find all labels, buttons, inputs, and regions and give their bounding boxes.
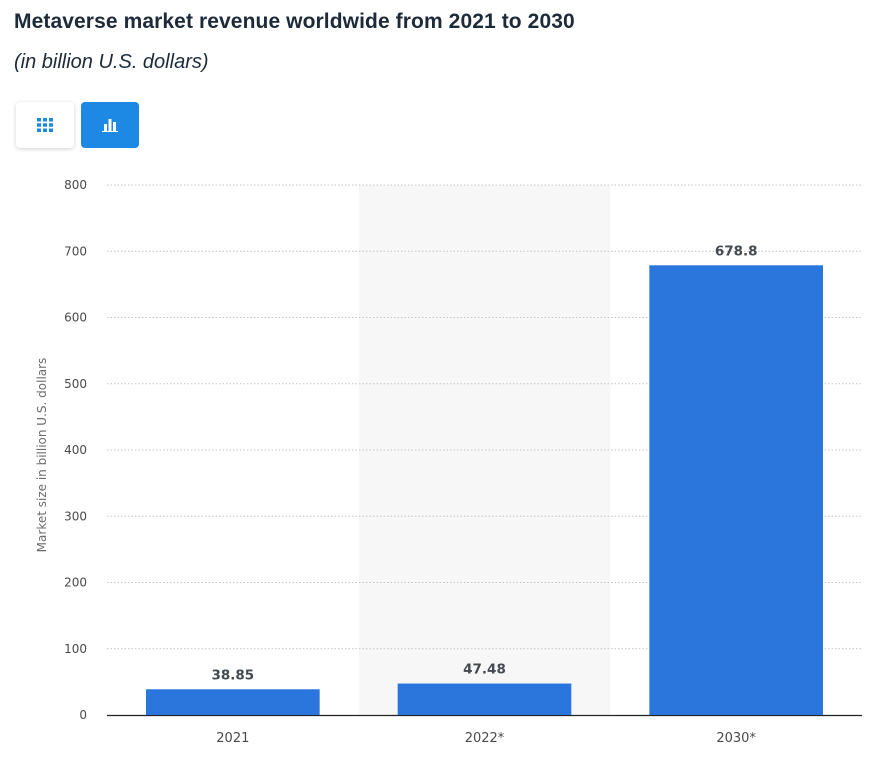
y-tick-label: 700 [64,244,87,258]
y-axis-label: Market size in billion U.S. dollars [35,358,49,553]
x-tick-label: 2022* [465,731,505,746]
bar [649,265,823,715]
bar [397,683,572,715]
y-tick-label: 100 [64,642,87,656]
y-tick-label: 500 [64,377,87,391]
y-tick-label: 800 [64,178,87,192]
y-tick-label: 600 [64,311,87,325]
y-tick-label: 400 [64,443,87,457]
chart-title: Metaverse market revenue worldwide from … [14,10,575,33]
y-tick-label: 0 [79,708,87,722]
highlight-band [358,185,611,715]
x-tick-label: 2021 [216,731,249,746]
x-tick-label: 2030* [716,731,756,746]
y-tick-label: 300 [64,509,87,523]
data-label: 678.8 [715,243,758,259]
y-tick-label: 200 [64,576,87,590]
grid-icon [37,118,53,132]
table-view-button[interactable] [16,102,74,148]
bar-chart-icon [102,119,118,132]
data-label: 47.48 [463,662,506,678]
data-label: 38.85 [211,667,254,683]
chart-subtitle: (in billion U.S. dollars) [14,51,209,73]
chart-view-button[interactable] [81,102,139,148]
bar [146,689,320,715]
